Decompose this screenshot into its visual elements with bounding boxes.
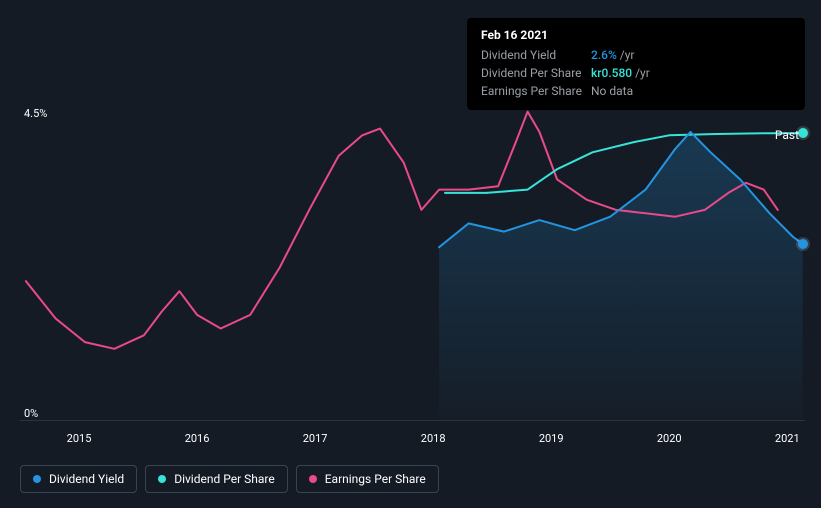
tooltip-row-label: Dividend Yield: [481, 48, 591, 62]
tooltip-row: Dividend Per Sharekr0.580 /yr: [481, 64, 791, 82]
tooltip-row-label: Earnings Per Share: [481, 84, 591, 98]
x-tick-label: 2015: [67, 432, 92, 445]
legend-dot-icon: [158, 475, 166, 483]
tooltip-row-value: 2.6% /yr: [591, 48, 634, 62]
chart-legend: Dividend Yield Dividend Per Share Earnings…: [20, 465, 439, 493]
past-label: Past: [775, 128, 799, 142]
x-tick-label: 2021: [775, 432, 800, 445]
legend-dot-icon: [33, 475, 41, 483]
legend-item-label: Dividend Per Share: [174, 472, 275, 486]
tooltip-row-value: No data: [591, 84, 633, 98]
legend-item-dividend-per-share[interactable]: Dividend Per Share: [145, 465, 288, 493]
x-tick-label: 2016: [185, 432, 210, 445]
x-tick-label: 2017: [303, 432, 328, 445]
legend-item-earnings-per-share[interactable]: Earnings Per Share: [296, 465, 439, 493]
legend-item-label: Earnings Per Share: [325, 472, 426, 486]
legend-dot-icon: [309, 475, 317, 483]
x-tick-label: 2018: [421, 432, 446, 445]
tooltip-row: Earnings Per ShareNo data: [481, 82, 791, 100]
tooltip-rows: Dividend Yield2.6% /yrDividend Per Share…: [481, 46, 791, 100]
legend-item-label: Dividend Yield: [49, 472, 124, 486]
x-tick-label: 2019: [539, 432, 564, 445]
dividend-yield-end-marker: [798, 239, 808, 249]
dividend-per-share-end-marker: [798, 128, 808, 138]
dividend-yield-area: [439, 132, 802, 420]
legend-item-dividend-yield[interactable]: Dividend Yield: [20, 465, 137, 493]
chart-plot: [20, 115, 805, 420]
tooltip-date: Feb 16 2021: [481, 28, 791, 42]
tooltip-row-label: Dividend Per Share: [481, 66, 591, 80]
dividend-chart: 4.5% 0% 2015201620172018201920202021 Pas…: [0, 0, 821, 508]
chart-tooltip: Feb 16 2021 Dividend Yield2.6% /yrDivide…: [467, 18, 805, 110]
tooltip-row: Dividend Yield2.6% /yr: [481, 46, 791, 64]
tooltip-row-value: kr0.580 /yr: [591, 66, 650, 80]
x-axis-line: [20, 420, 805, 421]
x-tick-label: 2020: [657, 432, 682, 445]
